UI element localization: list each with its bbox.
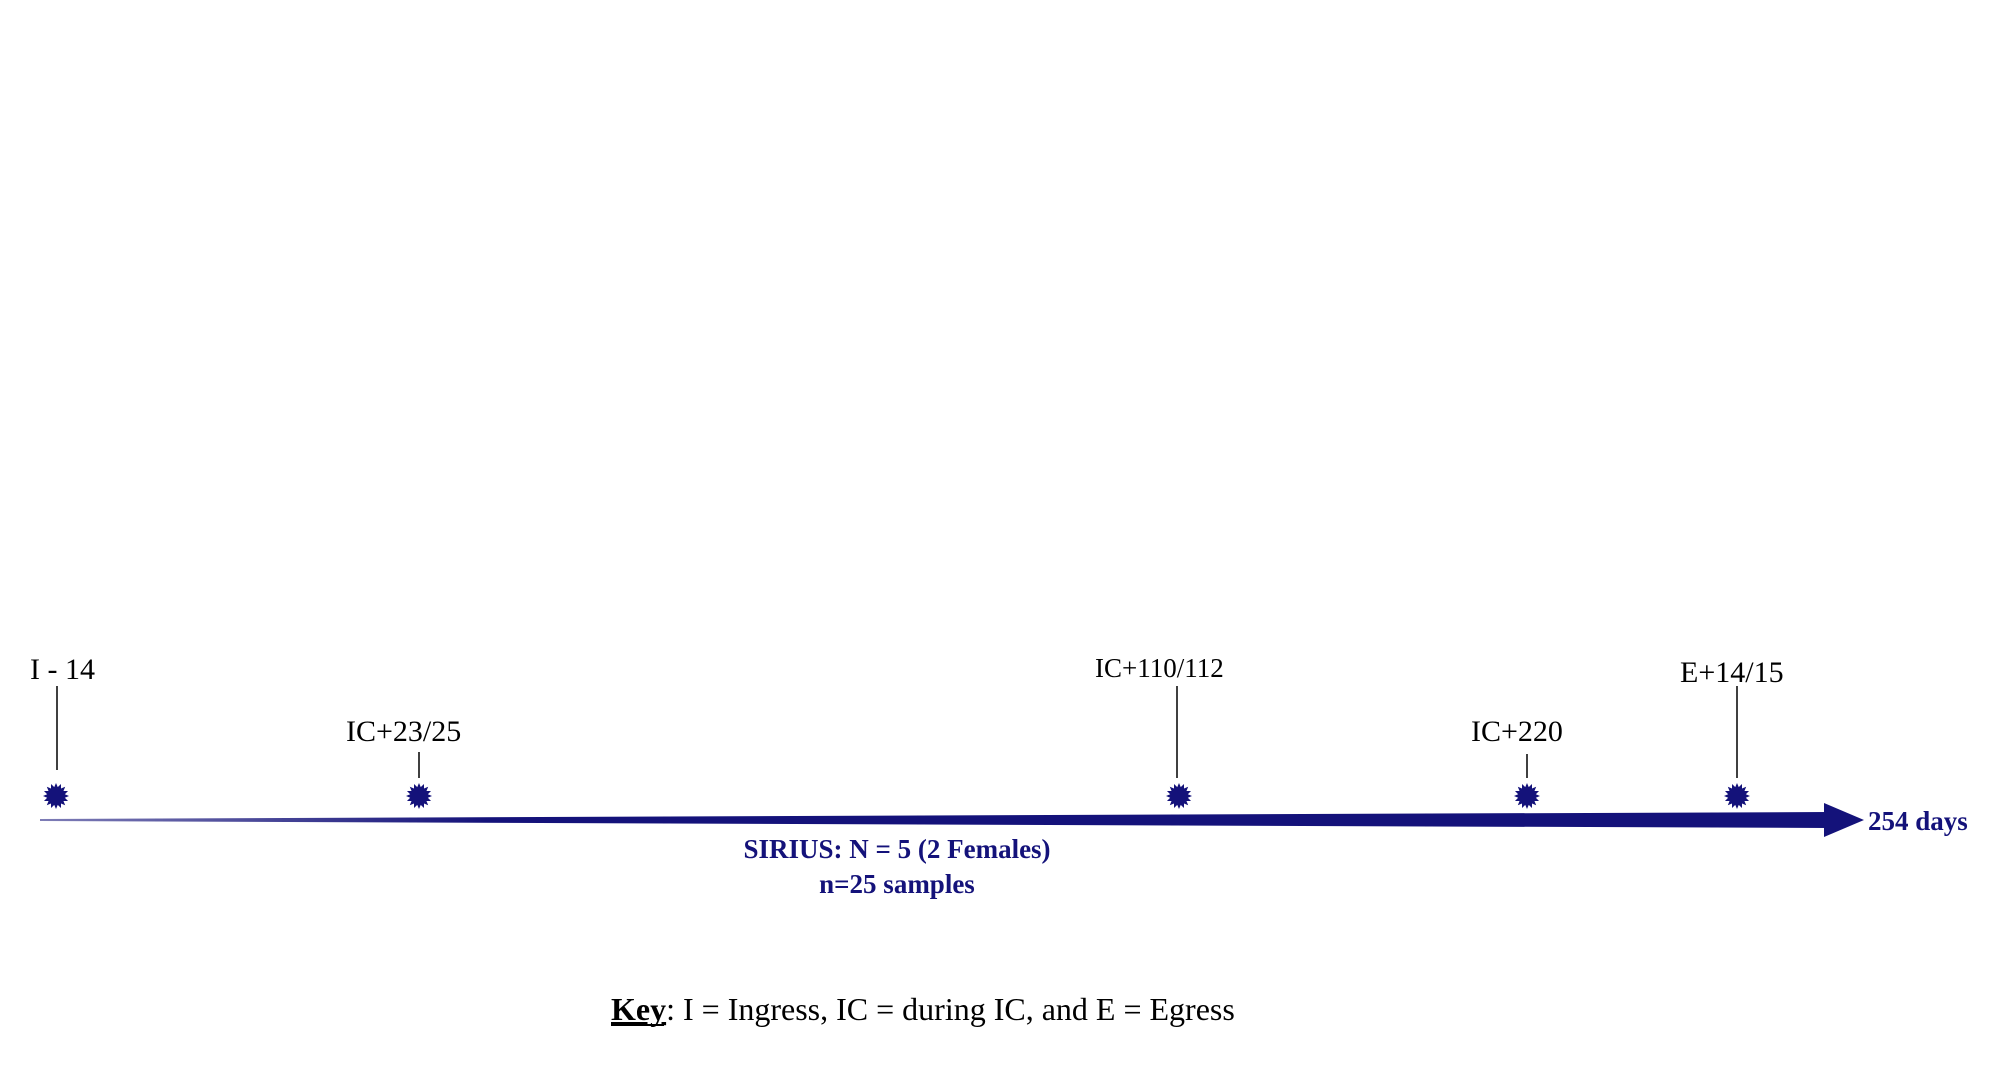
legend-key-heading: Key [611, 991, 666, 1027]
timepoint-label: IC+110/112 [1095, 653, 1224, 683]
timepoint-ic-23-25: IC+23/25 [346, 715, 461, 809]
starburst-icon [406, 783, 432, 809]
starburst-icon [1514, 783, 1540, 809]
timepoint-label: IC+23/25 [346, 715, 461, 748]
starburst-icon [1724, 783, 1750, 809]
timepoint-e-14-15: E+14/15 [1680, 656, 1784, 809]
timepoint-ic-220: IC+220 [1471, 715, 1563, 809]
timepoint-label: E+14/15 [1680, 656, 1784, 689]
timepoint-ic-110-112: IC+110/112 [1095, 653, 1224, 809]
starburst-icon [1166, 783, 1192, 809]
timeline-arrow-shaft [40, 812, 1828, 828]
timepoint-i-14: I - 14 [30, 653, 95, 809]
timepoint-label: IC+220 [1471, 715, 1563, 748]
study-samples-label: n=25 samples [819, 869, 975, 899]
study-cohort-label: SIRIUS: N = 5 (2 Females) [743, 834, 1050, 864]
legend-key: Key: I = Ingress, IC = during IC, and E … [611, 991, 1235, 1027]
timepoint-label: I - 14 [30, 653, 95, 686]
legend-key-text: : I = Ingress, IC = during IC, and E = E… [666, 991, 1235, 1027]
starburst-icon [43, 783, 69, 809]
timeline-arrow-head [1824, 803, 1864, 837]
timeline-end-label: 254 days [1868, 806, 1968, 836]
